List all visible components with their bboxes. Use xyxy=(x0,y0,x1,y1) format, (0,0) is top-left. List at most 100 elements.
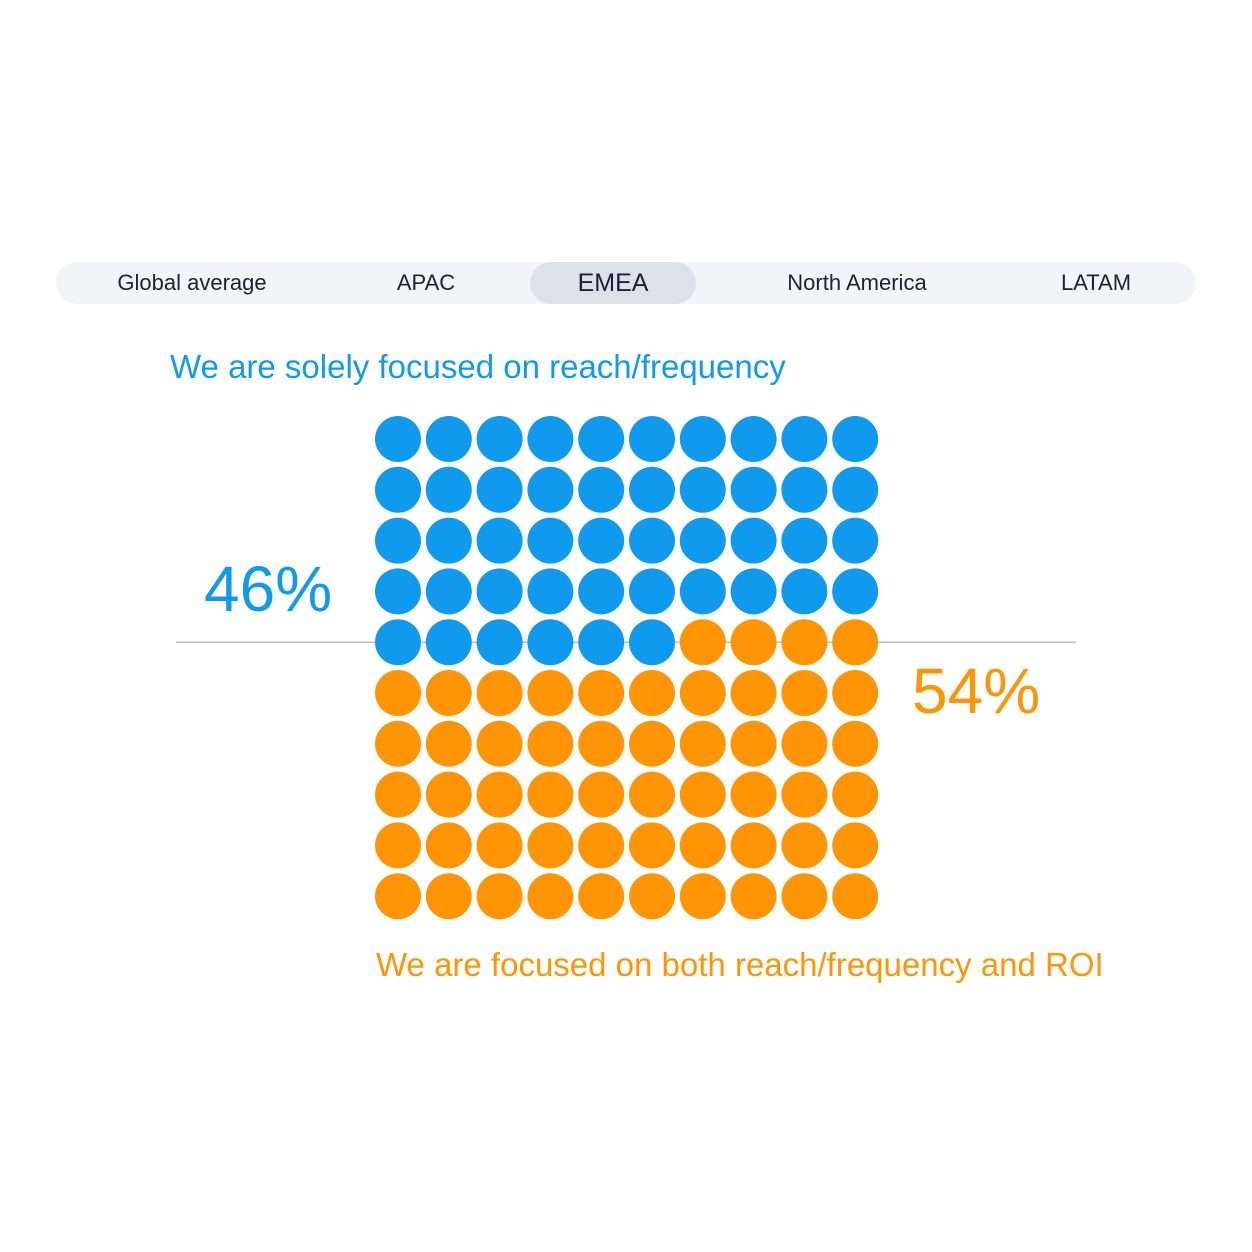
waffle-dot-reach-frequency xyxy=(629,466,675,513)
waffle-dot-reach-frequency xyxy=(375,568,421,615)
waffle-dot-reach-frequency-and-roi xyxy=(527,873,574,920)
waffle-dot-reach-frequency-and-roi xyxy=(679,822,726,869)
waffle-dot-reach-frequency-and-roi xyxy=(832,822,879,869)
waffle-dot-reach-frequency-and-roi xyxy=(629,670,675,716)
waffle-dot-reach-frequency xyxy=(527,466,574,513)
waffle-dot-reach-frequency-and-roi xyxy=(781,670,828,716)
waffle-dot-reach-frequency-and-roi xyxy=(730,822,777,869)
waffle-dot-reach-frequency-and-roi xyxy=(476,720,523,767)
waffle-dot-reach-frequency xyxy=(730,416,777,462)
waffle-dot-reach-frequency-and-roi xyxy=(629,873,675,920)
waffle-dot-reach-frequency xyxy=(425,416,472,462)
waffle-dot-reach-frequency xyxy=(476,517,523,564)
waffle-dot-reach-frequency xyxy=(629,568,675,615)
waffle-dot-reach-frequency-and-roi xyxy=(629,720,675,767)
waffle-dot-reach-frequency-and-roi xyxy=(781,619,828,666)
waffle-dot-reach-frequency-and-roi xyxy=(425,873,472,920)
waffle-dot-reach-frequency xyxy=(781,568,828,615)
waffle-dot-reach-frequency xyxy=(679,416,726,462)
waffle-dot-reach-frequency xyxy=(832,466,879,513)
waffle-dot-reach-frequency xyxy=(527,517,574,564)
waffle-dot-reach-frequency xyxy=(629,416,675,462)
waffle-dot-reach-frequency xyxy=(425,466,472,513)
waffle-dot-reach-frequency-and-roi xyxy=(781,771,828,818)
waffle-dot-reach-frequency xyxy=(730,466,777,513)
waffle-dot-reach-frequency xyxy=(527,619,574,666)
waffle-dot-reach-frequency xyxy=(527,416,574,462)
waffle-dot-reach-frequency xyxy=(375,517,421,564)
waffle-dot-reach-frequency-and-roi xyxy=(832,720,879,767)
waffle-dot-reach-frequency xyxy=(781,517,828,564)
tab-latam[interactable]: LATAM xyxy=(1060,270,1132,295)
waffle-dot-reach-frequency-and-roi xyxy=(679,873,726,920)
waffle-dot-reach-frequency-and-roi xyxy=(425,720,472,767)
tab-global-average[interactable]: Global average xyxy=(117,270,267,295)
waffle-dot-reach-frequency-and-roi xyxy=(527,670,574,716)
waffle-dot-reach-frequency-and-roi xyxy=(375,873,421,920)
waffle-dot-reach-frequency-and-roi xyxy=(375,670,421,716)
waffle-dot-reach-frequency-and-roi xyxy=(527,822,574,869)
waffle-dot-reach-frequency-and-roi xyxy=(679,720,726,767)
waffle-dot-reach-frequency-and-roi xyxy=(578,720,625,767)
tab-apac[interactable]: APAC xyxy=(396,270,456,295)
waffle-dot-reach-frequency-and-roi xyxy=(476,873,523,920)
series-label-reach-frequency-and-roi: We are focused on both reach/frequency a… xyxy=(376,946,1104,983)
waffle-dot-reach-frequency-and-roi xyxy=(476,822,523,869)
waffle-dot-reach-frequency-and-roi xyxy=(527,720,574,767)
waffle-dot-reach-frequency xyxy=(578,619,625,666)
tab-emea[interactable]: EMEA xyxy=(530,262,696,304)
waffle-dot-reach-frequency xyxy=(629,619,675,666)
waffle-dot-reach-frequency xyxy=(476,466,523,513)
waffle-dot-reach-frequency-and-roi xyxy=(375,720,421,767)
waffle-dot-reach-frequency xyxy=(476,568,523,615)
waffle-dot-reach-frequency xyxy=(832,517,879,564)
waffle-dot-reach-frequency-and-roi xyxy=(375,771,421,818)
waffle-dot-reach-frequency xyxy=(679,517,726,564)
waffle-dot-reach-frequency xyxy=(781,416,828,462)
waffle-dot-reach-frequency-and-roi xyxy=(730,771,777,818)
waffle-dot-reach-frequency-and-roi xyxy=(629,771,675,818)
waffle-dot-reach-frequency xyxy=(781,466,828,513)
waffle-dot-reach-frequency-and-roi xyxy=(578,822,625,869)
waffle-dot-reach-frequency xyxy=(425,517,472,564)
waffle-dot-reach-frequency-and-roi xyxy=(527,771,574,818)
waffle-dot-reach-frequency-and-roi xyxy=(578,873,625,920)
percentage-reach-frequency: 46% xyxy=(204,553,333,625)
waffle-dot-reach-frequency-and-roi xyxy=(832,670,879,716)
waffle-dot-reach-frequency xyxy=(425,619,472,666)
waffle-dot-reach-frequency xyxy=(679,568,726,615)
waffle-dot-reach-frequency-and-roi xyxy=(781,720,828,767)
waffle-dot-reach-frequency-and-roi xyxy=(730,619,777,666)
waffle-dot-reach-frequency xyxy=(730,517,777,564)
waffle-dot-reach-frequency xyxy=(425,568,472,615)
waffle-dot-reach-frequency xyxy=(476,416,523,462)
series-label-reach-frequency: We are solely focused on reach/frequency xyxy=(170,348,786,385)
waffle-dot-reach-frequency-and-roi xyxy=(730,720,777,767)
waffle-dot-reach-frequency-and-roi xyxy=(679,771,726,818)
waffle-dot-reach-frequency-and-roi xyxy=(425,670,472,716)
waffle-dot-reach-frequency-and-roi xyxy=(578,670,625,716)
waffle-dot-reach-frequency xyxy=(578,466,625,513)
waffle-dot-reach-frequency-and-roi xyxy=(476,670,523,716)
tab-north-america[interactable]: North America xyxy=(787,270,927,295)
waffle-dot-reach-frequency-and-roi xyxy=(832,873,879,920)
waffle-dot-reach-frequency xyxy=(578,568,625,615)
waffle-dot-reach-frequency-and-roi xyxy=(375,822,421,869)
waffle-dot-reach-frequency xyxy=(730,568,777,615)
waffle-dot-reach-frequency-and-roi xyxy=(679,670,726,716)
waffle-dot-reach-frequency-and-roi xyxy=(476,771,523,818)
waffle-dot-reach-frequency-and-roi xyxy=(425,771,472,818)
waffle-dot-reach-frequency-and-roi xyxy=(730,670,777,716)
waffle-dot-reach-frequency xyxy=(832,568,879,615)
waffle-dot-reach-frequency-and-roi xyxy=(832,619,879,666)
waffle-dot-reach-frequency xyxy=(578,416,625,462)
waffle-dot-reach-frequency xyxy=(476,619,523,666)
waffle-dot-reach-frequency-and-roi xyxy=(425,822,472,869)
waffle-dot-reach-frequency-and-roi xyxy=(578,771,625,818)
waffle-dot-reach-frequency-and-roi xyxy=(781,822,828,869)
waffle-dot-reach-frequency xyxy=(375,466,421,513)
waffle-dot-reach-frequency xyxy=(578,517,625,564)
waffle-dot-reach-frequency xyxy=(629,517,675,564)
waffle-dot-reach-frequency-and-roi xyxy=(629,822,675,869)
